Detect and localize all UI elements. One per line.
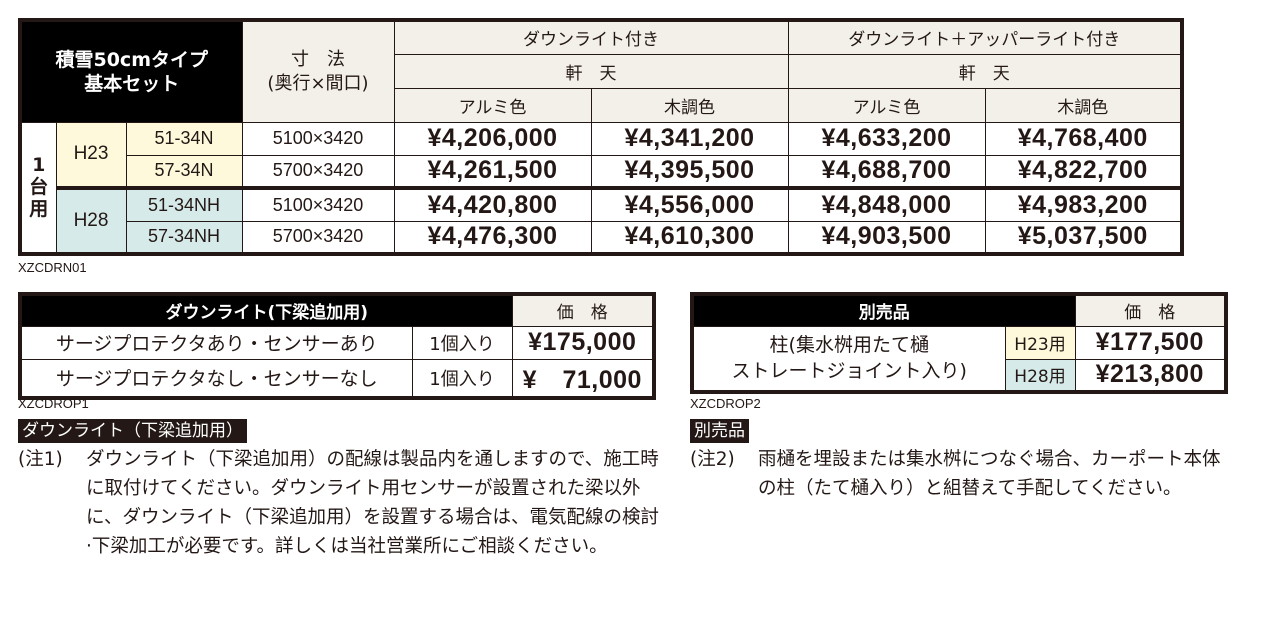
option1-item-name: サージプロテクタあり・センサーあり — [19, 325, 413, 360]
option1-item-name: サージプロテクタなし・センサーなし — [19, 358, 413, 398]
group-downlight-header: ダウンライト付き — [393, 19, 789, 55]
size-cell: 5700×3420 — [241, 154, 395, 189]
size-cell: 5100×3420 — [241, 186, 395, 222]
price-cell: ¥4,341,200 — [590, 121, 789, 156]
option2-price-h23: ¥177,500 — [1074, 325, 1227, 360]
dimension-header-cell: 寸 法 (奥行×間口) — [241, 19, 395, 123]
price-cell: ¥4,206,000 — [393, 121, 592, 156]
model-cell: 51-34N — [125, 121, 243, 156]
usage-char1: 台 — [29, 176, 49, 199]
price-cell: ¥4,822,700 — [984, 154, 1183, 189]
price-cell: ¥4,688,700 — [787, 154, 986, 189]
main-price-table: 積雪50cmタイプ 基本セット 寸 法 (奥行×間口) ダウンライト付き ダウン… — [18, 18, 1184, 256]
option1-price-header: 価 格 — [511, 293, 655, 327]
option2-variant-h28: H28用 — [1004, 358, 1076, 393]
price-cell: ¥4,420,800 — [393, 186, 592, 222]
dimension-sub: (奥行×間口) — [267, 72, 369, 94]
price-cell: ¥5,037,500 — [984, 220, 1183, 255]
note2-label: (注2) — [690, 449, 735, 470]
color-header-alumi-2: アルミ色 — [787, 87, 986, 123]
ceiling-header-1: 軒 天 — [393, 53, 789, 89]
option2-price-h28: ¥213,800 — [1074, 358, 1227, 393]
note1-text: ダウンライト（下梁追加用）の配線は製品内を通しますので、施工時に取付けてください… — [86, 449, 659, 557]
option2-variant-h23: H23用 — [1004, 325, 1076, 360]
set-title-cell: 積雪50cmタイプ 基本セット — [19, 19, 243, 123]
option2-item-line1: 柱(集水桝用たて樋 — [769, 334, 929, 357]
height-h23: H23 — [55, 121, 127, 189]
option1-item-price: ¥ 71,000 — [511, 358, 655, 398]
price-cell: ¥4,261,500 — [393, 154, 592, 189]
price-cell: ¥4,903,500 — [787, 220, 986, 255]
option2-title: 別売品 — [691, 293, 1076, 327]
usage-num: 1 — [32, 154, 46, 177]
note1-tag: ダウンライト（下梁追加用） — [18, 419, 247, 443]
option2-item-name: 柱(集水桝用たて樋 ストレートジョイント入り) — [691, 325, 1006, 393]
note2-tag: 別売品 — [690, 419, 749, 443]
color-header-wood-1: 木調色 — [590, 87, 789, 123]
option2-item-line2: ストレートジョイント入り) — [731, 360, 967, 383]
price-cell: ¥4,610,300 — [590, 220, 789, 255]
size-cell: 5700×3420 — [241, 220, 395, 255]
height-h28: H28 — [55, 186, 127, 255]
option1-code: XZCDROP1 — [18, 396, 89, 411]
model-cell: 57-34N — [125, 154, 243, 189]
option1-item-price: ¥175,000 — [511, 325, 655, 360]
model-cell: 51-34NH — [125, 186, 243, 222]
note2: (注2) 雨樋を埋設または集水桝につなぐ場合、カーポート本体の柱（たて樋入り）と… — [690, 445, 1235, 503]
price-cell: ¥4,476,300 — [393, 220, 592, 255]
note1: (注1) ダウンライト（下梁追加用）の配線は製品内を通しますので、施工時に取付け… — [18, 445, 660, 561]
option1-title: ダウンライト(下梁追加用) — [19, 293, 513, 327]
usage-cell: 1 台 用 — [19, 121, 57, 255]
set-title-line1: 積雪50cmタイプ — [55, 48, 208, 71]
main-table-code: XZCDRN01 — [18, 260, 87, 275]
ceiling-header-2: 軒 天 — [787, 53, 1183, 89]
option2-code: XZCDROP2 — [690, 396, 761, 411]
option1-item-qty: 1個入り — [411, 358, 513, 398]
downlight-option-table: ダウンライト(下梁追加用) 価 格 サージプロテクタあり・センサーあり 1個入り… — [18, 292, 657, 400]
option2-price-header: 価 格 — [1074, 293, 1227, 327]
price-cell: ¥4,768,400 — [984, 121, 1183, 156]
price-cell: ¥4,633,200 — [787, 121, 986, 156]
price-cell: ¥4,556,000 — [590, 186, 789, 222]
option1-item-qty: 1個入り — [411, 325, 513, 360]
price-cell: ¥4,848,000 — [787, 186, 986, 222]
sold-separately-table: 別売品 価 格 柱(集水桝用たて樋 ストレートジョイント入り) H23用 ¥17… — [690, 292, 1228, 394]
price-cell: ¥4,395,500 — [590, 154, 789, 189]
size-cell: 5100×3420 — [241, 121, 395, 156]
group-downlight-upperlight-header: ダウンライト＋アッパーライト付き — [787, 19, 1183, 55]
dimension-header: 寸 法 — [291, 48, 345, 70]
price-cell: ¥4,983,200 — [984, 186, 1183, 222]
color-header-alumi-1: アルミ色 — [393, 87, 592, 123]
set-title-line2: 基本セット — [84, 72, 180, 95]
model-cell: 57-34NH — [125, 220, 243, 255]
color-header-wood-2: 木調色 — [984, 87, 1183, 123]
note2-text: 雨樋を埋設または集水桝につなぐ場合、カーポート本体の柱（たて樋入り）と組替えて手… — [758, 449, 1221, 499]
usage-char2: 用 — [29, 198, 49, 221]
note1-label: (注1) — [18, 449, 63, 470]
